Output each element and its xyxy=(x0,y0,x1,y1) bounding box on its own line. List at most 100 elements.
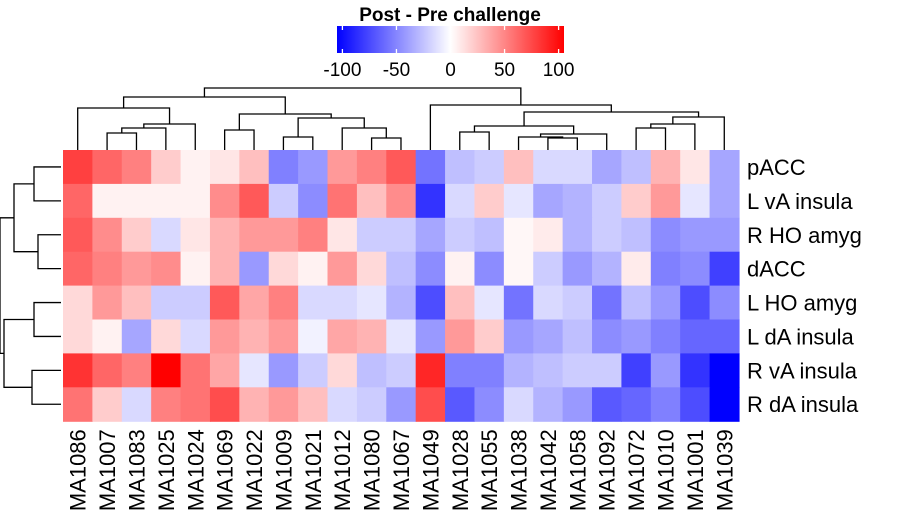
heatmap-cell xyxy=(592,387,623,422)
heatmap-cell xyxy=(709,251,740,287)
heatmap-cell xyxy=(63,183,93,219)
heatmap-cell xyxy=(356,183,387,219)
heatmap-cell xyxy=(445,285,476,321)
heatmap-cell xyxy=(680,150,711,185)
heatmap-cell xyxy=(92,183,123,219)
heatmap-cell xyxy=(592,251,623,287)
heatmap-cell xyxy=(533,183,564,219)
dendrogram-branch xyxy=(370,137,402,150)
heatmap-cell xyxy=(268,285,299,321)
row-label: R HO amyg xyxy=(747,223,862,248)
heatmap-cell xyxy=(356,251,387,287)
heatmap-cell xyxy=(415,285,446,321)
heatmap-cells xyxy=(63,150,740,422)
heatmap-cell xyxy=(180,353,211,388)
heatmap-cell xyxy=(474,251,505,287)
heatmap-cell xyxy=(386,285,417,321)
heatmap-cell xyxy=(327,285,358,321)
dendrogram-branch xyxy=(31,369,61,405)
heatmap-cell xyxy=(298,353,329,388)
heatmap-cell xyxy=(327,150,358,185)
heatmap-cell xyxy=(63,285,93,321)
heatmap-cell xyxy=(63,387,93,422)
heatmap-cell xyxy=(650,353,681,388)
heatmap-cell xyxy=(474,353,505,388)
heatmap-cell xyxy=(621,217,652,253)
legend-tick-label: 100 xyxy=(543,60,575,81)
row-label: R dA insula xyxy=(747,392,859,417)
heatmap-cell xyxy=(298,319,329,354)
heatmap-cell xyxy=(650,285,681,321)
dendrogram-branch xyxy=(223,129,255,150)
heatmap-cell xyxy=(709,183,740,219)
heatmap-cell xyxy=(151,251,182,287)
heatmap-cell xyxy=(180,319,211,354)
heatmap-cell xyxy=(180,217,211,253)
heatmap-cell xyxy=(298,150,329,185)
column-label: MA1058 xyxy=(565,429,590,511)
heatmap-cell xyxy=(680,183,711,219)
heatmap-cell xyxy=(503,319,534,354)
heatmap-cell xyxy=(63,217,93,253)
row-label: L HO amyg xyxy=(747,291,857,316)
column-label: MA1086 xyxy=(66,429,91,511)
heatmap-cell xyxy=(445,183,476,219)
heatmap-cell xyxy=(445,251,476,287)
dendrogram-branch xyxy=(33,301,61,338)
heatmap-cell xyxy=(298,285,329,321)
heatmap-cell xyxy=(63,319,93,354)
heatmap-cell xyxy=(327,387,358,422)
heatmap-cell xyxy=(445,353,476,388)
column-label: MA1024 xyxy=(183,429,208,511)
heatmap-cell xyxy=(239,387,270,422)
row-label: pACC xyxy=(747,155,806,180)
column-label: MA1072 xyxy=(624,429,649,511)
heatmap-cell xyxy=(151,183,182,219)
legend-tick-label: -50 xyxy=(383,60,410,81)
heatmap-cell xyxy=(180,387,211,422)
heatmap-cell xyxy=(592,217,623,253)
heatmap-cell xyxy=(503,353,534,388)
heatmap-cell xyxy=(180,183,211,219)
heatmap-cell xyxy=(151,353,182,388)
heatmap-cell xyxy=(121,285,152,321)
legend-tick-label: -100 xyxy=(323,60,361,81)
heatmap-cell xyxy=(239,183,270,219)
heatmap-cell xyxy=(415,183,446,219)
heatmap-cell xyxy=(592,150,623,185)
heatmap-cell xyxy=(474,183,505,219)
heatmap-cell xyxy=(209,183,240,219)
heatmap-cell xyxy=(180,251,211,287)
heatmap-cell xyxy=(533,319,564,354)
heatmap-cell xyxy=(533,217,564,253)
heatmap-cell xyxy=(650,183,681,219)
heatmap-cell xyxy=(121,251,152,287)
heatmap-cell xyxy=(650,251,681,287)
dendrogram-branch xyxy=(203,87,522,105)
heatmap-cell xyxy=(415,353,446,388)
dendrogram-branch xyxy=(635,127,667,150)
heatmap-cell xyxy=(298,217,329,253)
column-label: MA1055 xyxy=(477,429,502,511)
heatmap-cell xyxy=(151,319,182,354)
heatmap-cell xyxy=(386,251,417,287)
heatmap-cell xyxy=(209,251,240,287)
heatmap-cell xyxy=(239,285,270,321)
heatmap-cell xyxy=(209,353,240,388)
column-label: MA1067 xyxy=(389,429,414,511)
dendrogram-branch xyxy=(3,318,34,388)
column-label: MA1039 xyxy=(712,429,737,511)
column-label: MA1012 xyxy=(330,429,355,511)
heatmap-cell xyxy=(709,150,740,185)
heatmap-cell xyxy=(650,387,681,422)
heatmap-cell xyxy=(415,217,446,253)
heatmap-cell xyxy=(533,353,564,388)
heatmap-cell xyxy=(386,353,417,388)
heatmap-cell xyxy=(327,251,358,287)
heatmap-cell xyxy=(92,387,123,422)
column-dendrogram xyxy=(77,87,725,150)
dendrogram-branch xyxy=(282,136,314,150)
row-label: L dA insula xyxy=(747,324,855,349)
heatmap-cell xyxy=(209,217,240,253)
